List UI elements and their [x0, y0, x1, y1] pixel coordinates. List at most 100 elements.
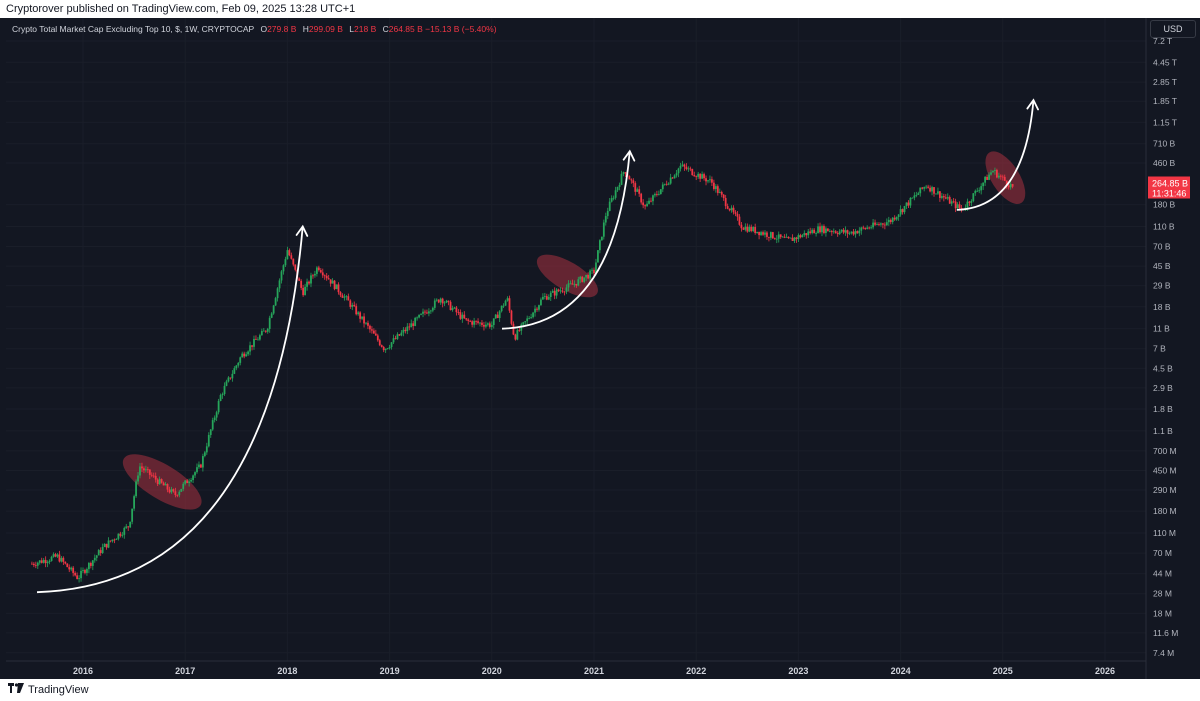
candle-127 [280, 269, 283, 284]
candle-body [988, 174, 990, 180]
arrow-head [1026, 98, 1039, 111]
candle-263 [547, 294, 550, 301]
candle-368 [754, 223, 757, 235]
candle-4 [38, 560, 41, 565]
candle-body [258, 335, 261, 340]
candle-body [233, 368, 236, 374]
candle-body [821, 226, 823, 233]
candle-body [648, 200, 650, 204]
candle-body [659, 189, 662, 195]
candle-409 [834, 230, 837, 234]
candle-body [496, 314, 499, 319]
candle-body [600, 236, 603, 241]
candle-body [270, 313, 273, 318]
candle-body [119, 533, 122, 536]
legend-high-value: 299.09 B [308, 24, 343, 34]
candle-36 [101, 543, 104, 554]
candle-156 [337, 282, 340, 295]
candle-490 [994, 167, 996, 175]
candle-329 [677, 167, 680, 178]
candle-328 [675, 169, 678, 178]
candle-76 [180, 488, 183, 492]
candle-198 [420, 313, 422, 316]
candle-body [457, 312, 460, 314]
candle-body [553, 290, 556, 296]
candle-body [486, 323, 489, 325]
candle-body [608, 201, 611, 211]
candle-443 [901, 208, 904, 215]
candle-body [390, 342, 393, 348]
candle-body [854, 231, 857, 235]
candle-body [207, 434, 210, 447]
candle-357 [732, 205, 735, 215]
candle-340 [699, 173, 702, 182]
candle-body [288, 250, 291, 256]
candle-235 [492, 318, 495, 329]
candle-112 [251, 345, 253, 351]
candle-43 [115, 538, 118, 540]
candle-397 [811, 228, 814, 235]
candle-447 [909, 197, 912, 209]
candle-297 [614, 186, 617, 200]
candle-body [414, 317, 417, 326]
candle-86 [200, 463, 202, 469]
candle-body [459, 312, 462, 319]
price-chart[interactable]: 7.2 T 4.45 T 2.85 T 1.85 T 1.15 T 710 B 460 B 1… [0, 18, 1200, 679]
candle-82 [192, 474, 194, 484]
candle-body [74, 572, 77, 576]
candle-body [652, 195, 654, 202]
candle-body [830, 231, 833, 233]
candle-body [691, 169, 694, 176]
last-price-value: 264.85 B [1152, 178, 1188, 188]
candle-body [433, 300, 436, 308]
candle-body [245, 354, 248, 357]
x-tick-label-2021: 2021 [584, 666, 604, 676]
candle-body [170, 489, 173, 493]
candle-15 [60, 556, 63, 563]
candle-body [657, 194, 660, 195]
candle-body [885, 222, 888, 226]
candle-50 [129, 521, 132, 529]
candle-284 [589, 269, 591, 282]
candle-487 [988, 172, 990, 181]
candle-body [844, 230, 847, 233]
candle-body [141, 466, 143, 469]
candle-375 [768, 236, 770, 242]
candle-body [426, 312, 428, 314]
candle-370 [758, 231, 760, 240]
candle-42 [113, 538, 116, 544]
candle-body [76, 575, 79, 579]
candle-body [160, 479, 163, 483]
candle-body [408, 326, 411, 328]
candle-body [996, 170, 998, 178]
candle-385 [787, 236, 790, 239]
candle-227 [477, 318, 479, 325]
candle-body [469, 320, 472, 322]
candle-body [180, 488, 183, 492]
candle-body [404, 329, 407, 332]
candle-body [229, 377, 232, 379]
candle-body [331, 280, 334, 284]
candle-115 [257, 337, 259, 341]
candle-182 [388, 344, 391, 350]
candle-466 [946, 193, 949, 201]
candle-201 [426, 309, 428, 315]
projection-arrow-1 [36, 224, 309, 594]
candle-body [699, 173, 702, 179]
candle-438 [891, 216, 894, 225]
currency-selector[interactable]: USD [1150, 20, 1196, 38]
candle-body [954, 201, 957, 209]
candle-body [762, 232, 764, 235]
candle-186 [396, 332, 399, 340]
publisher-bar: Cryptorover published on TradingView.com… [0, 0, 1200, 18]
candle-body [931, 187, 933, 192]
candle-222 [467, 318, 470, 325]
candle-117 [260, 328, 263, 336]
candle-body [887, 219, 890, 223]
candle-body [203, 452, 206, 457]
candle-8 [46, 560, 49, 568]
candle-body [374, 333, 377, 336]
candle-body [182, 483, 185, 489]
candle-body [93, 557, 96, 561]
candle-body [237, 362, 240, 366]
